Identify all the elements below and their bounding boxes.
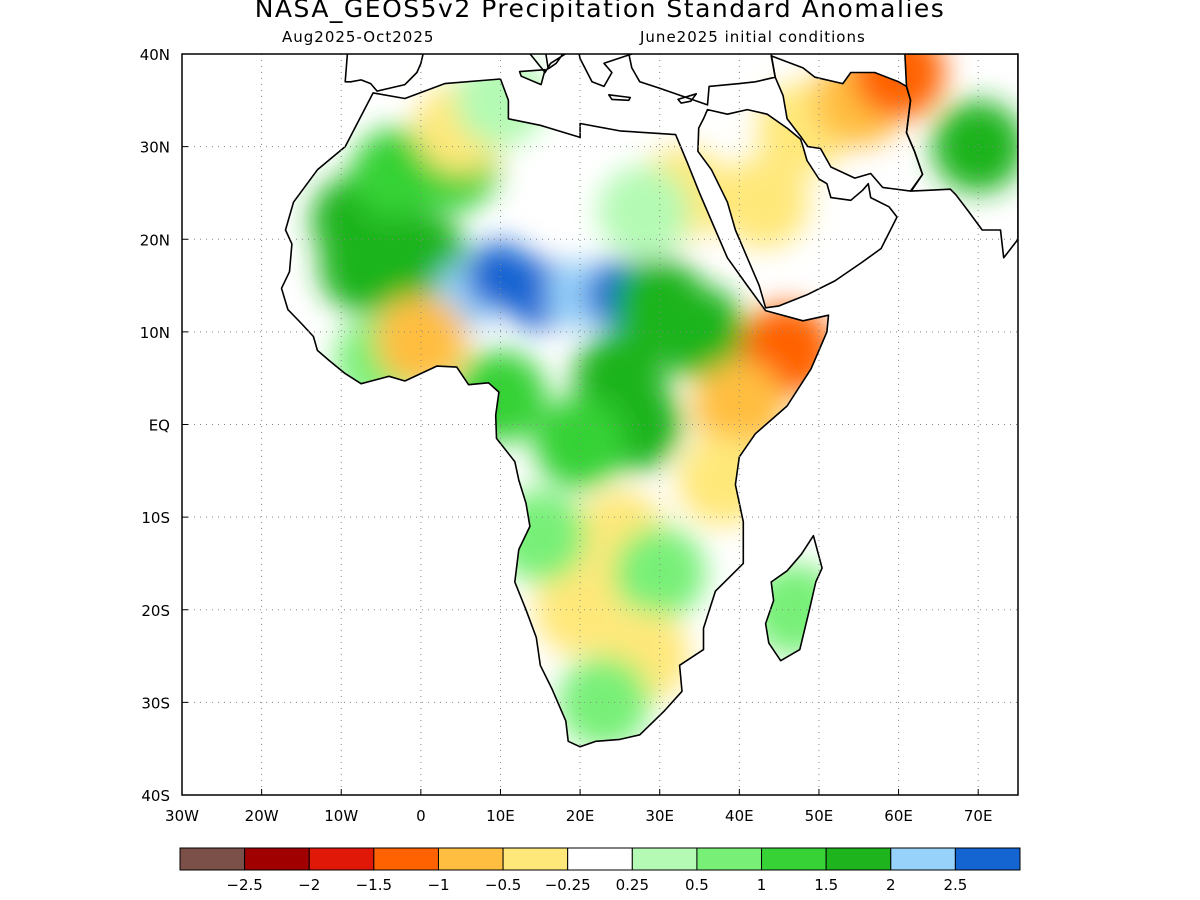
colorbar: −2.5 −2 −1.5 −1 −0.5 −0.25 0.25 0.5 1 1.5 2 2.5: [179, 847, 1021, 894]
anomaly-blobs: [281, 54, 1018, 747]
colorbar-swatch: [179, 847, 246, 871]
map-title: NASA_GEOS5v2 Precipitation Standard Anom…: [254, 0, 946, 23]
anomaly-cell: [558, 656, 650, 747]
latitude-tick-label: 40N: [140, 46, 170, 64]
colorbar-label: −2: [298, 876, 320, 894]
colorbar-label: 1: [757, 876, 767, 894]
gridlines-layer: [182, 54, 1018, 795]
map-subtitle-period: Aug2025-Oct2025: [282, 28, 435, 46]
colorbar-swatch: [244, 847, 310, 871]
latitude-tick-label: EQ: [149, 417, 170, 435]
colorbar-label: −0.5: [485, 876, 521, 894]
colorbar-label: −1.5: [356, 876, 392, 894]
colorbar-label: 0.25: [616, 876, 649, 894]
anomaly-cell: [534, 397, 627, 489]
coastline: [764, 534, 823, 662]
longitude-tick-label: 10E: [486, 807, 515, 825]
latitude-tick-label: 20S: [141, 602, 170, 620]
anomaly-cell: [677, 434, 770, 527]
colorbar-swatch: [308, 847, 375, 871]
colorbar-swatch: [502, 847, 569, 871]
colorbar-swatch: [761, 847, 827, 871]
anomaly-cell: [932, 100, 1018, 193]
coastline: [608, 94, 632, 102]
colorbar-label: −0.25: [545, 876, 591, 894]
anomaly-cell: [613, 526, 706, 619]
colorbar-swatch: [631, 847, 698, 871]
colorbar-label: 0.5: [685, 876, 709, 894]
colorbar-swatch: [825, 847, 892, 871]
coastline: [518, 68, 546, 86]
latitude-tick-label: 10N: [140, 324, 170, 342]
colorbar-swatch: [437, 847, 504, 871]
coastline: [697, 108, 898, 309]
coastlines-layer: [280, 54, 1018, 748]
longitude-tick-label: 30W: [165, 807, 199, 825]
axis-ticks: 30W 20W 10W 0 10E 20E 30E 40E 50E 60E 70E 40N 30N 20N…: [140, 46, 993, 825]
anomaly-cell: [597, 165, 690, 258]
map-subtitle-initial-conditions: June2025 initial conditions: [640, 28, 866, 46]
colorbar-swatch: [954, 847, 1021, 871]
anomaly-cell: [653, 285, 746, 378]
coastline: [904, 54, 1018, 259]
colorbar-swatch: [696, 847, 763, 871]
longitude-tick-label: 20W: [245, 807, 279, 825]
anomaly-cell: [494, 489, 587, 582]
anomaly-cell: [374, 295, 467, 388]
longitude-tick-label: 50E: [805, 807, 834, 825]
colorbar-swatch: [567, 847, 633, 871]
colorbar-swatch: [373, 847, 439, 871]
latitude-tick-label: 30N: [140, 139, 170, 157]
colorbar-label: 1.5: [814, 876, 838, 894]
latitude-tick-label: 30S: [141, 694, 170, 712]
colorbar-swatch: [890, 847, 956, 871]
coastline: [344, 54, 776, 106]
longitude-tick-label: 30E: [645, 807, 674, 825]
coastline: [677, 93, 698, 104]
colorbar-label: 2: [886, 876, 896, 894]
anomaly-cell: [749, 563, 842, 656]
coastline: [280, 78, 830, 748]
anomaly-cell: [534, 563, 627, 656]
longitude-tick-label: 10W: [324, 807, 358, 825]
latitude-tick-label: 10S: [141, 509, 170, 527]
longitude-tick-label: 70E: [964, 807, 993, 825]
longitude-tick-label: 60E: [884, 807, 913, 825]
anomaly-cell: [717, 156, 810, 249]
longitude-tick-label: 20E: [566, 807, 595, 825]
latitude-tick-label: 40S: [141, 787, 170, 805]
latitude-tick-label: 20N: [140, 231, 170, 249]
colorbar-label: 2.5: [943, 876, 967, 894]
land-anomaly-fill: [281, 54, 1018, 747]
longitude-tick-label: 40E: [725, 807, 754, 825]
colorbar-label: −2.5: [226, 876, 262, 894]
longitude-tick-label: 0: [416, 807, 426, 825]
colorbar-label: −1: [427, 876, 449, 894]
